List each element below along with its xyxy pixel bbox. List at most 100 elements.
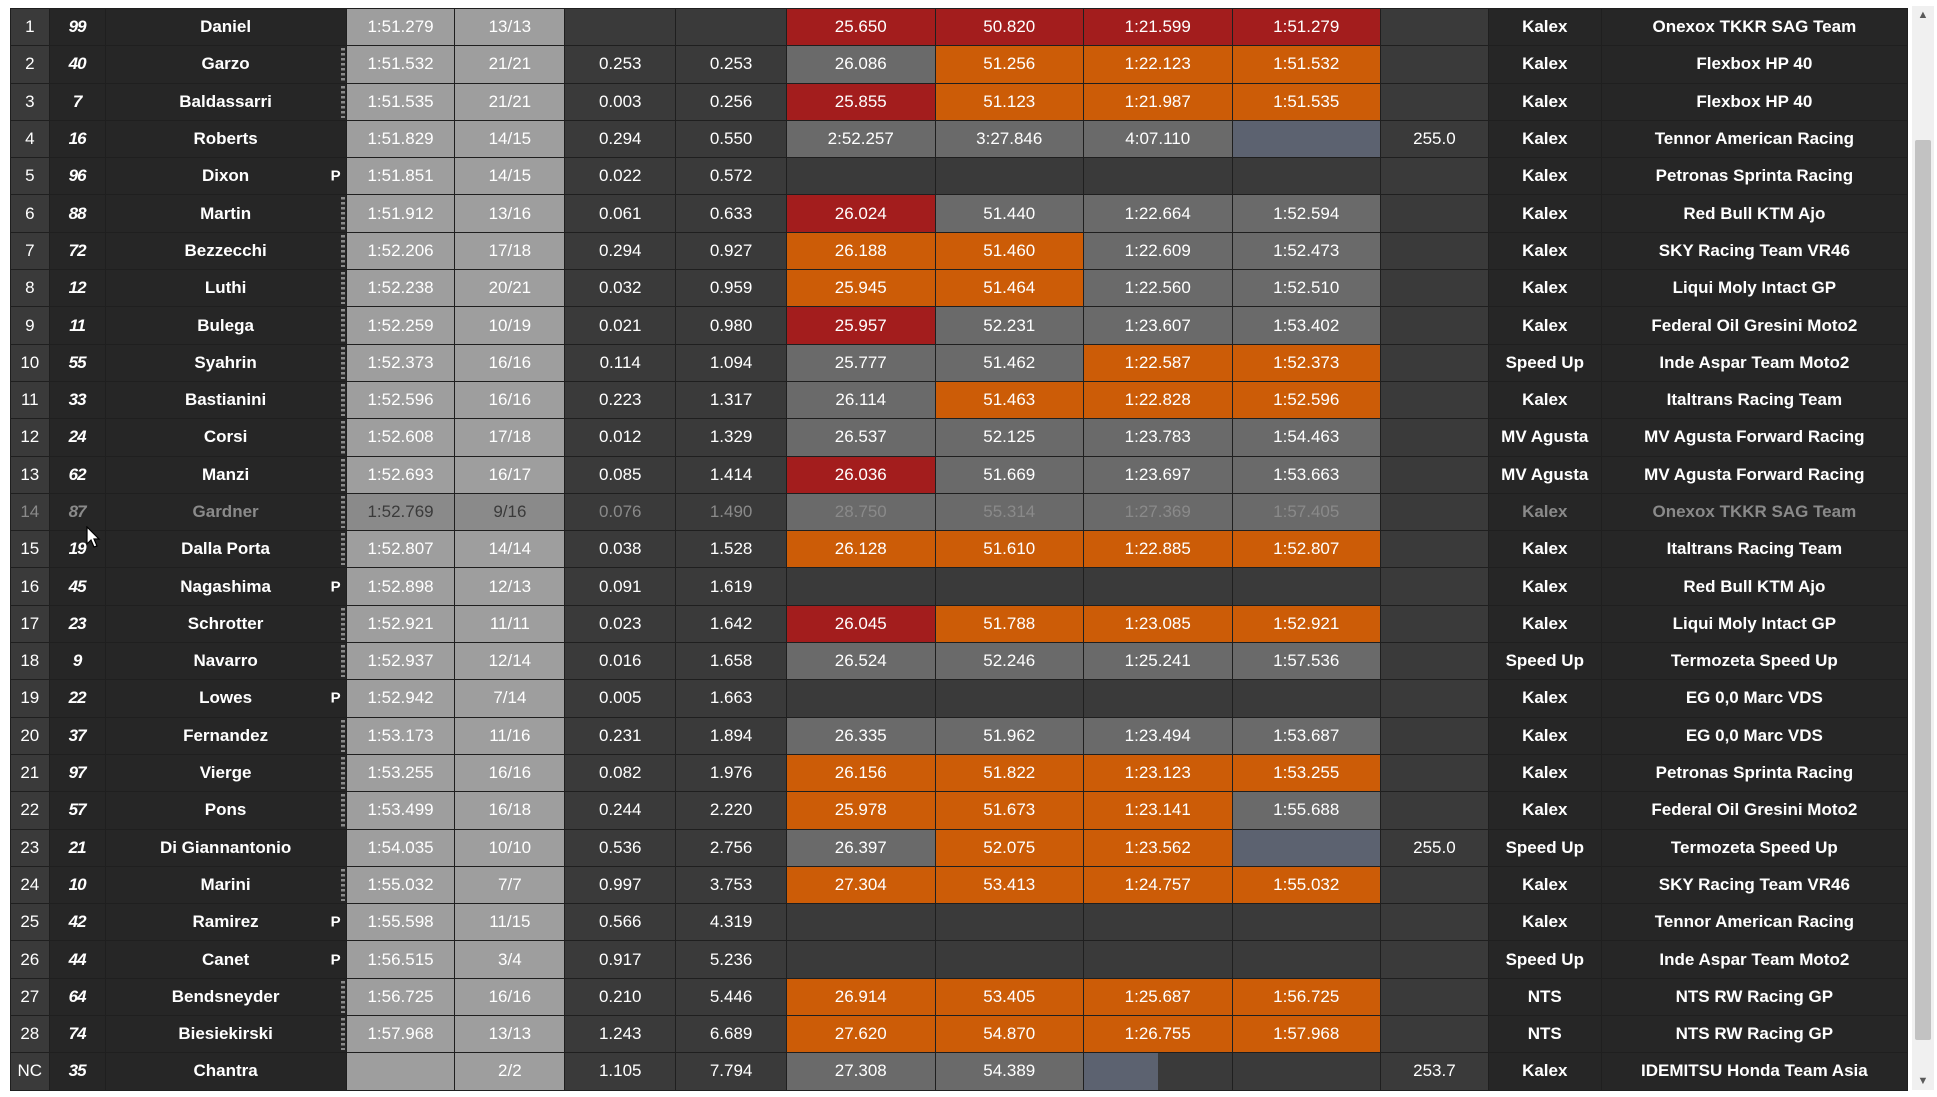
table-row[interactable]: 4 16 Roberts 1:51.829 14/15 0.294 0.550 2:52.25… [11,120,1907,158]
top-speed [1381,9,1488,46]
sector-3-time: 1:23.783 [1084,419,1232,456]
position-cell: 6 [11,195,49,232]
sector-3-time: 1:21.599 [1084,9,1232,46]
gap-to-leader: 7.794 [676,1053,787,1090]
lap-count: 7/14 [455,680,565,717]
sector-1-time [787,568,935,605]
top-speed [1381,158,1488,195]
sector-1-time: 26.045 [787,605,935,643]
table-row[interactable]: 2 40 Garzo 1:51.532 21/21 0.253 0.253 26.086 51.… [11,46,1907,83]
gap-to-previous: 0.032 [565,270,676,307]
table-row[interactable]: 22 57 Pons 1:53.499 16/18 0.244 2.220 25.978 51.… [11,792,1907,829]
position-cell: 2 [11,46,49,83]
bike-manufacturer: Kalex [1488,866,1601,904]
sector-1-time: 2:52.257 [787,120,935,158]
vertical-scrollbar[interactable]: ▲ ▼ [1912,6,1934,1090]
triangle-up-icon[interactable]: ▲ [1917,9,1929,21]
sector-2-time: 51.788 [935,605,1084,643]
sector-2-time: 52.075 [935,829,1084,866]
gap-to-previous: 0.082 [565,754,676,792]
best-lap-time: 1:52.608 [346,419,455,456]
table-row[interactable]: 5 96 Dixon P 1:51.851 14/15 0.022 0.572 Kalex Pet… [11,158,1907,195]
best-lap-time: 1:51.829 [346,120,455,158]
table-row[interactable]: 19 22 Lowes P 1:52.942 7/14 0.005 1.663 Kalex EG … [11,680,1907,717]
rider-name: Luthi [105,270,346,307]
team-name: MV Agusta Forward Racing [1601,456,1907,493]
lap-count: 10/10 [455,829,565,866]
table-row[interactable]: 23 21 Di Giannantonio 1:54.035 10/10 0.536 2.7… [11,829,1907,866]
lap-count: 16/16 [455,344,565,381]
sector-1-time: 26.524 [787,643,935,680]
bike-manufacturer: Speed Up [1488,344,1601,381]
table-row[interactable]: 13 62 Manzi 1:52.693 16/17 0.085 1.414 26.036 51… [11,456,1907,493]
sector-3-time: 1:21.987 [1084,83,1232,120]
team-name: Red Bull KTM Ajo [1601,568,1907,605]
track-status-marker [340,346,345,379]
table-row[interactable]: 11 33 Bastianini 1:52.596 16/16 0.223 1.317 26.… [11,381,1907,419]
team-name: Federal Oil Gresini Moto2 [1601,307,1907,344]
bike-manufacturer: Kalex [1488,605,1601,643]
sector-3-time [1084,941,1232,978]
rider-number: 57 [49,792,105,829]
scroll-thumb[interactable] [1915,140,1931,1040]
table-row[interactable]: 6 88 Martin 1:51.912 13/16 0.061 0.633 26.024 51… [11,195,1907,232]
table-row[interactable]: 28 74 Biesiekirski 1:57.968 13/13 1.243 6.689 2… [11,1016,1907,1053]
rider-number: 35 [49,1053,105,1090]
table-row[interactable]: 20 37 Fernandez 1:53.173 11/16 0.231 1.894 26.3… [11,717,1907,754]
table-row[interactable]: 9 11 Bulega 1:52.259 10/19 0.021 0.980 25.957 52… [11,307,1907,344]
top-speed [1381,717,1488,754]
sector-3-time [1084,158,1232,195]
position-cell: 21 [11,754,49,792]
bike-manufacturer: Kalex [1488,568,1601,605]
rider-name: Navarro [105,643,346,680]
position-cell: 24 [11,866,49,904]
table-row[interactable]: 21 97 Vierge 1:53.255 16/16 0.082 1.976 26.156 5… [11,754,1907,792]
sector-4-time: 1:57.405 [1232,493,1381,531]
rider-number: 21 [49,829,105,866]
rider-name: Ramirez P [105,904,346,941]
top-speed [1381,904,1488,941]
gap-to-leader: 1.329 [676,419,787,456]
table-row[interactable]: 8 12 Luthi 1:52.238 20/21 0.032 0.959 25.945 51.… [11,270,1907,307]
table-row[interactable]: 15 19 Dalla Porta 1:52.807 14/14 0.038 1.528 26… [11,531,1907,568]
table-row[interactable]: 16 45 Nagashima P 1:52.898 12/13 0.091 1.619 Kal… [11,568,1907,605]
best-lap-time: 1:53.173 [346,717,455,754]
table-row[interactable]: 12 24 Corsi 1:52.608 17/18 0.012 1.329 26.537 52… [11,419,1907,456]
top-speed [1381,270,1488,307]
table-row[interactable]: 1 99 Daniel 1:51.279 13/13 25.650 50.820 1:21.5… [11,9,1907,46]
sector-4-time [1232,829,1381,866]
best-lap-time: 1:54.035 [346,829,455,866]
top-speed: 255.0 [1381,120,1488,158]
table-row[interactable]: 14 87 Gardner 1:52.769 9/16 0.076 1.490 28.750 5… [11,493,1907,531]
sector-2-time: 51.669 [935,456,1084,493]
bike-manufacturer: Kalex [1488,680,1601,717]
table-row[interactable]: 27 64 Bendsneyder 1:56.725 16/16 0.210 5.446 26… [11,978,1907,1016]
rider-number: 9 [49,643,105,680]
gap-to-previous: 1.243 [565,1016,676,1053]
rider-number: 7 [49,83,105,120]
table-row[interactable]: 7 72 Bezzecchi 1:52.206 17/18 0.294 0.927 26.18… [11,232,1907,270]
table-row[interactable]: 3 7 Baldassarri 1:51.535 21/21 0.003 0.256 25.8… [11,83,1907,120]
table-row[interactable]: 24 10 Marini 1:55.032 7/7 0.997 3.753 27.304 53.… [11,866,1907,904]
gap-to-previous: 0.997 [565,866,676,904]
rider-name: Bezzecchi [105,232,346,270]
triangle-down-icon[interactable]: ▼ [1917,1075,1929,1087]
top-speed [1381,643,1488,680]
sector-1-time: 26.036 [787,456,935,493]
track-status-marker [340,48,345,81]
table-row[interactable]: 17 23 Schrotter 1:52.921 11/11 0.023 1.642 26.0… [11,605,1907,643]
gap-to-previous: 0.061 [565,195,676,232]
sector-3-time: 1:23.141 [1084,792,1232,829]
team-name: IDEMITSU Honda Team Asia [1601,1053,1907,1090]
table-row[interactable]: NC 35 Chantra 2/2 1.105 7.794 27.308 54.389 253.… [11,1053,1907,1090]
gap-to-leader: 1.663 [676,680,787,717]
table-row[interactable]: 26 44 Canet P 1:56.515 3/4 0.917 5.236 Speed Up I… [11,941,1907,978]
best-lap-time [346,1053,455,1090]
timing-rows: 1 99 Daniel 1:51.279 13/13 25.650 50.820 1:21.5… [11,9,1907,1090]
table-row[interactable]: 10 55 Syahrin 1:52.373 16/16 0.114 1.094 25.777… [11,344,1907,381]
table-row[interactable]: 25 42 Ramirez P 1:55.598 11/15 0.566 4.319 Kalex… [11,904,1907,941]
table-row[interactable]: 18 9 Navarro 1:52.937 12/14 0.016 1.658 26.524 5… [11,643,1907,680]
best-lap-time: 1:52.898 [346,568,455,605]
sector-3-time [1084,680,1232,717]
bike-manufacturer: Kalex [1488,9,1601,46]
